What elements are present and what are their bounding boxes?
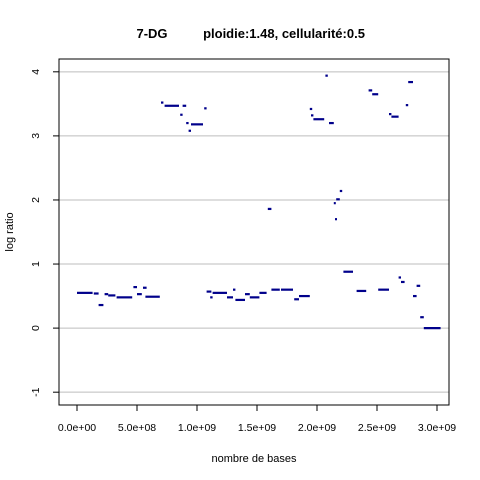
y-tick-label: -1 <box>30 387 42 396</box>
x-tick-label: 1.5e+09 <box>238 422 276 434</box>
x-tick-label: 2.0e+09 <box>298 422 336 434</box>
y-tick-label: 3 <box>30 133 42 139</box>
y-tick-label: 2 <box>30 197 42 203</box>
grid-lines <box>59 71 449 393</box>
y-axis-label: log ratio <box>4 212 16 251</box>
x-tick-label: 5.0e+08 <box>118 422 156 434</box>
x-tick-label: 3.0e+09 <box>418 422 456 434</box>
x-tick-label: 2.5e+09 <box>358 422 396 434</box>
y-tick-label: 1 <box>30 261 42 267</box>
x-axis: 0.0e+00 5.0e+08 1.0e+09 1.5e+09 2.0e+09 2.5e+… <box>58 404 456 434</box>
y-tick-label: 0 <box>30 325 42 331</box>
x-axis-label: nombre de bases <box>212 453 297 465</box>
x-tick-label: 0.0e+00 <box>58 422 96 434</box>
x-tick-label: 1.0e+09 <box>178 422 216 434</box>
segments-series <box>77 74 441 330</box>
y-axis: -1 0 1 2 3 4 <box>30 69 60 397</box>
chart-title-params: ploidie:1.48, cellularité:0.5 <box>203 26 365 41</box>
chart-title-sample: 7-DG <box>136 26 167 41</box>
plot-frame <box>58 58 450 406</box>
y-tick-label: 4 <box>30 69 42 75</box>
